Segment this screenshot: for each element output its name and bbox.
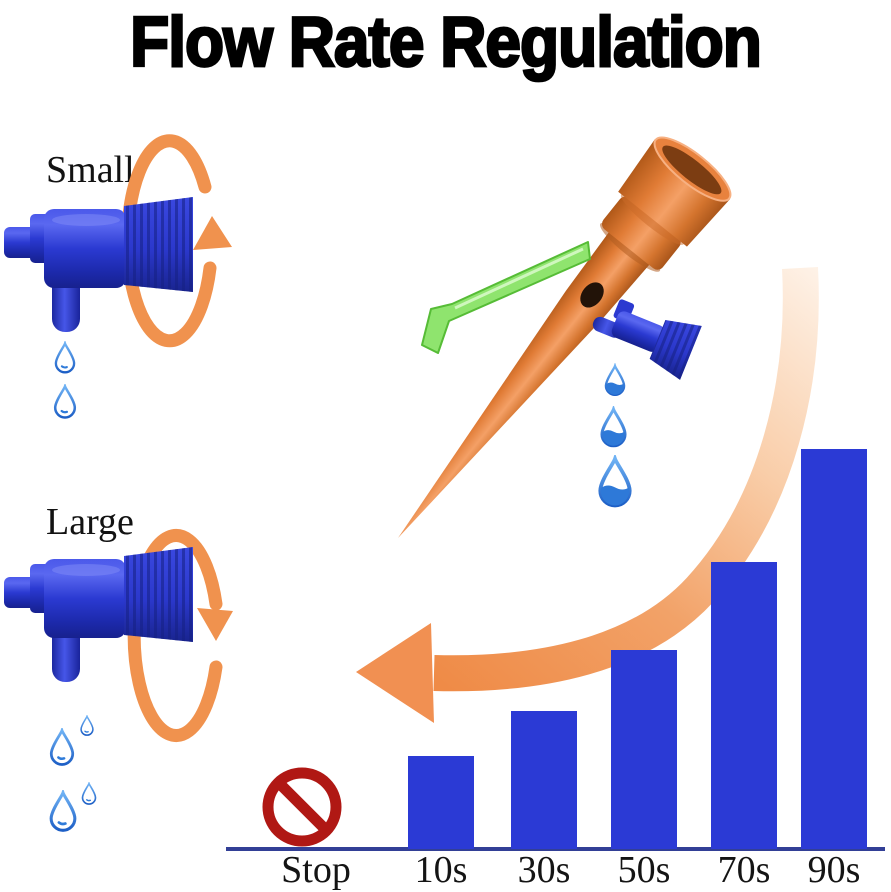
bar-10s — [408, 756, 474, 849]
green-clip — [421, 241, 591, 354]
water-drop-icon — [598, 456, 632, 508]
bar-30s — [511, 711, 577, 849]
curved-flow-decrease-arrow — [356, 267, 819, 723]
large-flow-label: Large — [46, 501, 134, 543]
bars-group — [408, 449, 867, 849]
page-title: Flow Rate Regulation — [129, 1, 763, 83]
small-flow-label: Small — [46, 149, 135, 191]
small-valve-illustration — [4, 197, 193, 332]
chart-label-stop: Stop — [281, 849, 351, 891]
water-drop-icon — [600, 407, 627, 448]
bar-90s — [801, 449, 867, 849]
prohibition-no-drip-icon — [262, 767, 342, 847]
chart-label-70s: 70s — [717, 849, 771, 891]
chart-label-10s: 10s — [414, 849, 468, 891]
water-drop-icon — [81, 782, 97, 805]
water-drop-icon — [49, 791, 77, 832]
bar-70s — [711, 562, 777, 849]
arrowhead-left — [356, 623, 434, 723]
water-drop-icon — [53, 385, 77, 419]
water-drop-icon — [80, 715, 94, 736]
chart-label-90s: 90s — [807, 849, 861, 891]
drip-spike-illustration — [398, 136, 732, 538]
spike-valve — [592, 299, 702, 380]
spike-drip-hole — [580, 282, 604, 308]
bar-50s — [611, 650, 677, 849]
water-drop-icon — [49, 729, 75, 766]
chart-label-50s: 50s — [617, 849, 671, 891]
water-drop-icon — [604, 364, 626, 397]
water-drop-icon — [54, 342, 76, 374]
chart-label-30s: 30s — [517, 849, 571, 891]
large-valve-illustration — [4, 547, 193, 682]
